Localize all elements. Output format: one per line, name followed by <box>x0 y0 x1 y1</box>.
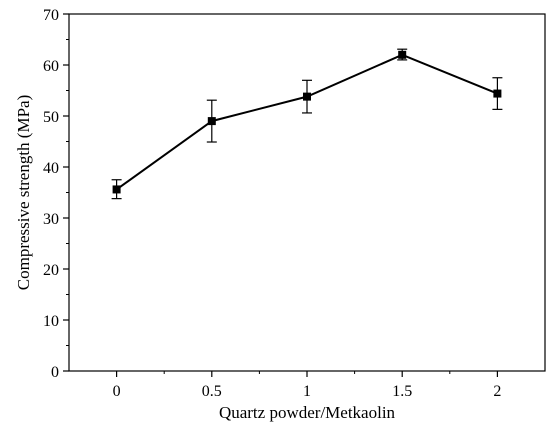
data-point <box>112 185 121 194</box>
y-tick-label: 0 <box>51 364 59 381</box>
data-point <box>398 50 407 59</box>
data-point <box>493 89 502 98</box>
axis-labels: Quartz powder/Metkaolin Compressive stre… <box>14 95 396 422</box>
x-tick-label: 0.5 <box>202 383 222 400</box>
x-tick-label: 0 <box>113 383 121 400</box>
y-tick-label: 10 <box>43 313 59 330</box>
y-tick-label: 40 <box>43 160 59 177</box>
series-line <box>116 53 498 191</box>
x-axis-label: Quartz powder/Metkaolin <box>219 403 396 422</box>
data-point <box>303 92 311 101</box>
y-tick-label: 60 <box>43 58 59 75</box>
x-tick-label: 1.5 <box>392 383 412 400</box>
data-point <box>207 117 216 126</box>
plot-frame <box>68 13 546 372</box>
data-points <box>112 50 502 194</box>
x-tick-label: 1 <box>303 383 311 400</box>
y-tick-label: 30 <box>43 211 59 228</box>
y-tick-label: 20 <box>43 262 59 279</box>
series-lines <box>116 53 498 191</box>
axes: 0 10 20 30 40 50 60 70 0 0.5 1 1.5 2 <box>43 7 546 400</box>
y-tick-label: 50 <box>43 109 59 126</box>
y-axis-label: Compressive strength (MPa) <box>14 95 33 290</box>
y-tick-label: 70 <box>43 7 59 24</box>
x-tick-label: 2 <box>493 383 501 400</box>
